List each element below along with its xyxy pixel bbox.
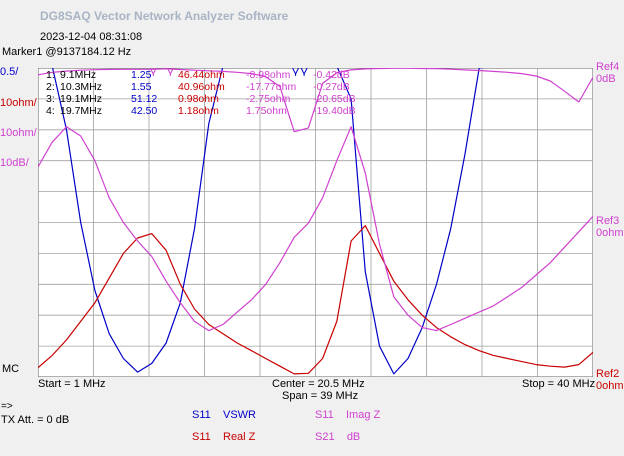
marker-cell-real: 0.98ohm [178,93,219,105]
legend-imagz-port: S11 [315,409,334,421]
ref3-name: Ref3 [596,215,620,227]
marker-cell-freq: 10.3MHz [60,81,102,93]
marker-flag-3 [292,68,300,76]
plot-area[interactable]: 1234 1: 9.1MHz 1.25 46.44ohm -8.98ohm -0.42dB… [38,68,593,377]
marker-cell-imag: -2.75ohm [246,93,291,105]
marker-flag-4 [300,68,308,76]
marker-cell-idx: 3: [46,93,55,105]
markers: 1234 [149,68,308,76]
stop-frequency: Stop = 40 MHz [522,378,596,390]
marker-cell-vswr: 51.12 [131,93,157,105]
legend-realz-name: Real Z [223,431,256,443]
center-frequency: Center = 20.5 MHz [272,378,365,390]
marker-cell-idx: 4: [46,105,55,117]
traces [38,68,593,375]
marker-status: Marker1 @9137184.12 Hz [2,46,132,58]
legend-imagz[interactable]: S11 Imag Z [315,409,380,421]
marker-cell-vswr: 42.50 [131,105,157,117]
marker-cell-db: -19.40dB [313,105,356,117]
legend-db[interactable]: S21 dB [315,431,360,443]
ref4-value: 0dB [596,73,616,85]
marker-table: 1: 9.1MHz 1.25 46.44ohm -8.98ohm -0.42dB 2: 10.… [46,69,356,117]
marker-cell-db: -0.42dB [313,69,350,81]
marker-cell-vswr: 1.25 [131,69,152,81]
marker-cell-db: -0.27dB [313,81,350,93]
trace-s11-real-z [38,225,593,375]
marker-cell-idx: 1: [46,69,55,81]
ref3-value: 0ohm [596,227,624,239]
ref4-name: Ref4 [596,61,620,73]
arrow-label: => [1,401,13,412]
marker-cell-freq: 19.1MHz [60,93,102,105]
vswr-scale-label: 0.5/ [0,66,19,78]
marker-cell-vswr: 1.55 [131,81,152,93]
ref2-label: Ref2 0ohm [596,368,624,392]
marker-cell-real: 1.18ohm [178,105,219,117]
legend-db-name: dB [346,431,361,443]
marker-cell-imag: -17.77ohm [246,81,296,93]
marker-cell-freq: 9.1MHz [60,69,96,81]
legend-vswr[interactable]: S11 VSWR [192,409,256,421]
ref4-label: Ref4 0dB [596,61,619,85]
ref2-name: Ref2 [596,368,620,380]
trace-s21-db [38,68,593,133]
trace-s11-vswr [52,68,484,375]
tx-attenuation: TX Att. = 0 dB [1,414,70,426]
marker-cell-real: 46.44ohm [178,69,225,81]
grid [38,68,593,377]
ref3-label: Ref3 0ohm [596,215,624,239]
legend-db-port: S21 [315,431,335,443]
marker-cell-db: -20.65dB [313,93,356,105]
legend-vswr-name: VSWR [223,409,256,421]
legend-imagz-name: Imag Z [346,409,381,421]
marker-cell-idx: 2: [46,81,55,93]
legend-realz[interactable]: S11 Real Z [192,431,255,443]
legend-realz-port: S11 [192,431,211,443]
span-frequency: Span = 39 MHz [282,390,359,402]
marker-cell-imag: 1.75ohm [246,105,287,117]
mc-label: MC [2,363,20,375]
datetime-stamp: 2023-12-04 08:31:08 [40,31,143,43]
marker-cell-imag: -8.98ohm [246,69,291,81]
marker-cell-real: 40.96ohm [178,81,225,93]
start-frequency: Start = 1 MHz [38,378,106,390]
app-title: DG8SAQ Vector Network Analyzer Software [40,9,289,23]
marker-cell-freq: 19.7MHz [60,105,102,117]
marker-flag-2 [166,68,174,76]
imagz-scale-label: 10ohm/ [0,127,37,139]
marker-flag-1 [149,68,157,76]
legend-vswr-port: S11 [192,409,211,421]
db-scale-label: 10dB/ [0,157,29,169]
trace-s11-imag-z [38,126,593,332]
ref2-value: 0ohm [596,380,624,392]
realz-scale-label: 10ohm/ [0,97,37,109]
